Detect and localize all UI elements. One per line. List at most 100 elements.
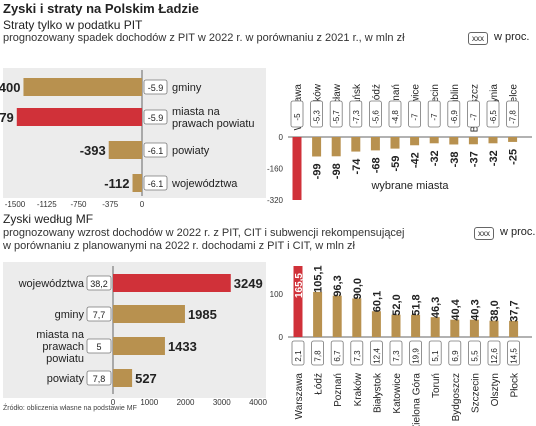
chart2-percent-2: -5,7 bbox=[332, 110, 341, 124]
chart2-percent-box-5 bbox=[388, 100, 402, 128]
chart2-percent-11: -7,8 bbox=[509, 110, 518, 124]
chart3-xtick-4: 4000 bbox=[249, 398, 267, 407]
chart2-percent-5: -4,8 bbox=[391, 110, 400, 124]
chart4-value-label-5: 52,0 bbox=[391, 294, 403, 315]
section2-title: Zyski według MF bbox=[3, 212, 94, 226]
chart4-category-10: Olsztyn bbox=[490, 373, 501, 406]
chart2-bar-7 bbox=[429, 137, 439, 144]
chart-cities-losses: 0-160-320Warszawa-5-320Kraków-5,3-99Wroc… bbox=[267, 83, 532, 221]
chart3-value-label-2: 1433 bbox=[168, 339, 197, 354]
chart4-percent-8: 6,9 bbox=[451, 350, 460, 362]
chart2-category-10: Gdynia bbox=[489, 84, 500, 116]
section2-subtitle: prognozowany wzrost dochodów w 2022 r. z… bbox=[3, 227, 405, 239]
chart4-bar-0 bbox=[293, 266, 303, 337]
chart3-percent-box-3 bbox=[86, 370, 112, 386]
chart4-value-label-11: 37,7 bbox=[509, 300, 521, 321]
chart4-percent-box-6 bbox=[409, 340, 423, 366]
chart2-bar-1 bbox=[312, 137, 322, 157]
chart3-category-2-line: powiatu bbox=[46, 353, 84, 365]
chart2-percent-box-9 bbox=[466, 100, 480, 128]
chart1-bar-3 bbox=[132, 174, 142, 192]
chart4-value-label-3: 90,0 bbox=[352, 278, 364, 299]
chart4-percent-box-8 bbox=[448, 340, 462, 366]
chart4-percent-box-0 bbox=[291, 340, 305, 366]
chart2-percent-box-10 bbox=[486, 100, 500, 128]
chart1-bar-0 bbox=[23, 78, 142, 96]
chart4-percent-box-2 bbox=[330, 340, 344, 366]
chart3-xtick-0: 0 bbox=[111, 398, 116, 407]
chart4-value-label-0: 165,5 bbox=[294, 273, 305, 298]
chart2-percent-1: -5,3 bbox=[313, 110, 322, 124]
chart4-percent-box-10 bbox=[487, 340, 501, 366]
chart2-bar-9 bbox=[468, 137, 478, 145]
chart2-percent-box-11 bbox=[506, 100, 520, 128]
chart2-percent-box-7 bbox=[427, 100, 441, 128]
chart2-percent-box-4 bbox=[368, 100, 382, 128]
chart4-category-6: Zielona Góra bbox=[412, 373, 423, 426]
legend-percent-box: xxx bbox=[468, 32, 488, 45]
chart2-percent-9: -7 bbox=[469, 113, 478, 121]
chart1-xtick-4: 0 bbox=[140, 200, 145, 209]
chart3-percent-2: 5 bbox=[96, 342, 101, 352]
chart4-category-7: Toruń bbox=[431, 373, 442, 398]
chart4-bar-10 bbox=[489, 320, 499, 337]
chart4-ytick-0: 0 bbox=[279, 333, 284, 342]
chart2-category-1: Kraków bbox=[313, 83, 324, 117]
section1-title: Straty tylko w podatku PIT bbox=[3, 18, 143, 32]
chart4-category-5: Katowice bbox=[392, 373, 403, 414]
chart4-bar-3 bbox=[352, 298, 362, 337]
chart2-ytick-0: 0 bbox=[279, 133, 284, 142]
chart2-percent-box-2 bbox=[329, 100, 343, 128]
chart3-value-label-0: 3249 bbox=[234, 276, 263, 291]
chart2-value-label-11: -25 bbox=[508, 149, 520, 165]
chart4-percent-box-3 bbox=[350, 340, 364, 366]
chart2-bar-6 bbox=[410, 137, 420, 146]
chart4-percent-0: 2,1 bbox=[294, 350, 303, 362]
chart4-category-1: Łódź bbox=[314, 373, 325, 395]
chart2-value-label-6: -42 bbox=[410, 152, 422, 168]
chart2-value-label-7: -32 bbox=[429, 150, 441, 166]
chart4-percent-box-4 bbox=[369, 340, 383, 366]
chart2-percent-box-0 bbox=[290, 100, 304, 128]
chart2-category-4: Łódź bbox=[371, 84, 382, 106]
chart2-value-label-5: -59 bbox=[390, 156, 402, 172]
chart4-percent-5: 7,3 bbox=[392, 350, 401, 362]
legend-percent-text: w proc. bbox=[494, 31, 530, 43]
chart1-bar-1 bbox=[16, 108, 142, 126]
chart4-value-label-9: 40,3 bbox=[469, 299, 481, 320]
chart3-percent-box-1 bbox=[86, 306, 112, 322]
chart4-value-label-1: 105,1 bbox=[313, 265, 325, 293]
chart1-percent-box-2 bbox=[143, 142, 168, 158]
legend-percent-box-2: xxx bbox=[474, 227, 494, 240]
chart3-bar-1 bbox=[113, 305, 185, 323]
chart3-percent-0: 38,2 bbox=[90, 279, 108, 289]
chart4-ytick-1: 100 bbox=[270, 290, 284, 299]
chart4-percent-3: 7,3 bbox=[353, 350, 362, 362]
chart3-xtick-3: 3000 bbox=[213, 398, 231, 407]
chart4-percent-2: 6,7 bbox=[333, 350, 342, 362]
chart1-value-label-3: -112 bbox=[104, 176, 129, 191]
main-title: Zyski i straty na Polskim Ładzie bbox=[3, 1, 199, 16]
chart1-percent-box-0 bbox=[143, 79, 168, 95]
chart1-xtick-2: -750 bbox=[70, 200, 87, 209]
chart3-bar-2 bbox=[113, 337, 165, 355]
chart3-category-2-line: prawach bbox=[42, 341, 84, 353]
chart2-percent-0: -5 bbox=[293, 113, 302, 121]
chart1-category-1-line: miasta na bbox=[172, 106, 221, 118]
chart1-percent-3: -6.1 bbox=[148, 179, 164, 189]
chart3-xtick-1: 1000 bbox=[140, 398, 158, 407]
chart4-percent-4: 12,4 bbox=[372, 348, 381, 364]
chart1-category-2-line: powiaty bbox=[172, 145, 210, 157]
chart1-value-label-0: -1400 bbox=[0, 80, 20, 95]
chart-mf-gains: 3249 38,2 województwa 1985 7,7 gminy 1433 5 mias… bbox=[18, 266, 267, 407]
chart1-category-3-line: województwa bbox=[171, 178, 238, 190]
chart3-category-0-line: województwa bbox=[18, 278, 85, 290]
chart2-percent-box-8 bbox=[447, 100, 461, 128]
chart2-value-label-1: -99 bbox=[312, 163, 324, 179]
chart2-bar-11 bbox=[508, 137, 518, 142]
chart2-bar-2 bbox=[331, 137, 341, 157]
chart4-category-11: Płock bbox=[510, 372, 521, 397]
chart4-category-0: Warszawa bbox=[294, 373, 305, 420]
